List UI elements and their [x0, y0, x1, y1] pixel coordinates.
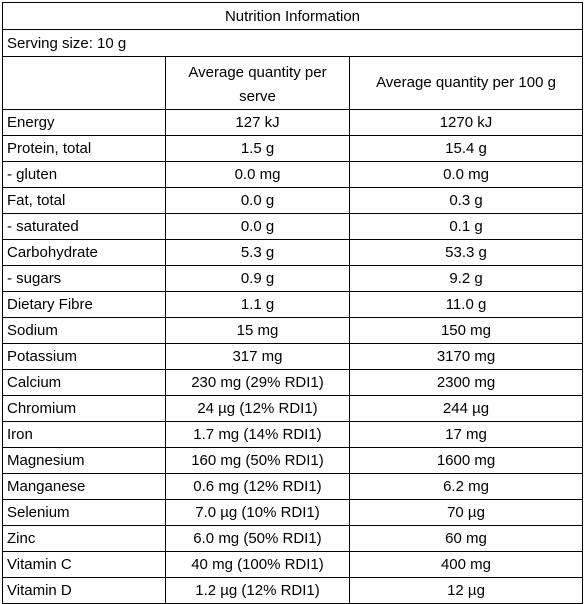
- nutrient-name: Energy: [2, 109, 166, 136]
- nutrient-name: Protein, total: [2, 135, 166, 162]
- nutrient-name: - gluten: [2, 161, 166, 188]
- per-100g-value: 2300 mg: [349, 369, 583, 396]
- nutrient-name: Fat, total: [2, 187, 166, 214]
- per-serve-value: 317 mg: [165, 343, 350, 370]
- per-100g-value: 150 mg: [349, 317, 583, 344]
- per-serve-value: 1.1 g: [165, 291, 350, 318]
- per-100g-value: 1600 mg: [349, 447, 583, 474]
- per-serve-value: 5.3 g: [165, 239, 350, 266]
- per-serve-value: 0.0 mg: [165, 161, 350, 188]
- nutrient-name: Sodium: [2, 317, 166, 344]
- table-row: - sugars 0.9 g 9.2 g: [2, 265, 583, 292]
- table-row: Vitamin C 40 mg (100% RDI1) 400 mg: [2, 551, 583, 578]
- table-row: Energy 127 kJ 1270 kJ: [2, 109, 583, 136]
- table-row: - saturated 0.0 g 0.1 g: [2, 213, 583, 240]
- table-row: - gluten 0.0 mg 0.0 mg: [2, 161, 583, 188]
- per-100g-value: 0.1 g: [349, 213, 583, 240]
- per-serve-value: 7.0 µg (10% RDI1): [165, 499, 350, 526]
- nutrient-name: Dietary Fibre: [2, 291, 166, 318]
- per-serve-value: 15 mg: [165, 317, 350, 344]
- per-100g-value: 60 mg: [349, 525, 583, 552]
- nutrient-name: - saturated: [2, 213, 166, 240]
- table-title: Nutrition Information: [2, 2, 583, 30]
- nutrient-name: - sugars: [2, 265, 166, 292]
- table-row: Protein, total 1.5 g 15.4 g: [2, 135, 583, 162]
- table-row: Fat, total 0.0 g 0.3 g: [2, 187, 583, 214]
- per-serve-value: 0.9 g: [165, 265, 350, 292]
- title-row: Nutrition Information: [2, 2, 583, 30]
- table-row: Calcium 230 mg (29% RDI1) 2300 mg: [2, 369, 583, 396]
- table-row: Sodium 15 mg 150 mg: [2, 317, 583, 344]
- nutrient-name: Chromium: [2, 395, 166, 422]
- serving-size-row: Serving size: 10 g: [2, 29, 583, 57]
- table-row: Iron 1.7 mg (14% RDI1) 17 mg: [2, 421, 583, 448]
- per-100g-value: 0.3 g: [349, 187, 583, 214]
- per-serve-value: 0.6 mg (12% RDI1): [165, 473, 350, 500]
- per-100g-value: 244 µg: [349, 395, 583, 422]
- table-row: Manganese 0.6 mg (12% RDI1) 6.2 mg: [2, 473, 583, 500]
- per-serve-value: 1.7 mg (14% RDI1): [165, 421, 350, 448]
- per-100g-value: 70 µg: [349, 499, 583, 526]
- column-header-row: Average quantity per serve Average quant…: [2, 56, 583, 110]
- header-per-serve: Average quantity per serve: [165, 56, 350, 110]
- nutrient-name: Vitamin C: [2, 551, 166, 578]
- per-serve-value: 230 mg (29% RDI1): [165, 369, 350, 396]
- header-per-100g: Average quantity per 100 g: [349, 56, 583, 110]
- per-100g-value: 400 mg: [349, 551, 583, 578]
- table-row: Carbohydrate 5.3 g 53.3 g: [2, 239, 583, 266]
- per-serve-value: 160 mg (50% RDI1): [165, 447, 350, 474]
- nutrient-name: Zinc: [2, 525, 166, 552]
- per-serve-value: 0.0 g: [165, 213, 350, 240]
- per-serve-value: 0.0 g: [165, 187, 350, 214]
- nutrient-name: Selenium: [2, 499, 166, 526]
- per-serve-value: 40 mg (100% RDI1): [165, 551, 350, 578]
- serving-size: Serving size: 10 g: [2, 29, 583, 57]
- per-100g-value: 17 mg: [349, 421, 583, 448]
- per-100g-value: 1270 kJ: [349, 109, 583, 136]
- header-nutrient: [2, 56, 166, 110]
- table-row: Zinc 6.0 mg (50% RDI1) 60 mg: [2, 525, 583, 552]
- table-row: Potassium 317 mg 3170 mg: [2, 343, 583, 370]
- nutrient-name: Calcium: [2, 369, 166, 396]
- nutrient-name: Potassium: [2, 343, 166, 370]
- per-100g-value: 9.2 g: [349, 265, 583, 292]
- per-100g-value: 6.2 mg: [349, 473, 583, 500]
- per-serve-value: 127 kJ: [165, 109, 350, 136]
- per-100g-value: 11.0 g: [349, 291, 583, 318]
- per-100g-value: 0.0 mg: [349, 161, 583, 188]
- table-row: Chromium 24 µg (12% RDI1) 244 µg: [2, 395, 583, 422]
- nutrient-name: Manganese: [2, 473, 166, 500]
- per-100g-value: 3170 mg: [349, 343, 583, 370]
- per-serve-value: 6.0 mg (50% RDI1): [165, 525, 350, 552]
- per-100g-value: 15.4 g: [349, 135, 583, 162]
- nutrient-name: Carbohydrate: [2, 239, 166, 266]
- table-row: Selenium 7.0 µg (10% RDI1) 70 µg: [2, 499, 583, 526]
- table-row: Dietary Fibre 1.1 g 11.0 g: [2, 291, 583, 318]
- per-serve-value: 1.5 g: [165, 135, 350, 162]
- nutrient-name: Magnesium: [2, 447, 166, 474]
- nutrient-name: Iron: [2, 421, 166, 448]
- per-serve-value: 24 µg (12% RDI1): [165, 395, 350, 422]
- per-100g-value: 53.3 g: [349, 239, 583, 266]
- table-row: Magnesium 160 mg (50% RDI1) 1600 mg: [2, 447, 583, 474]
